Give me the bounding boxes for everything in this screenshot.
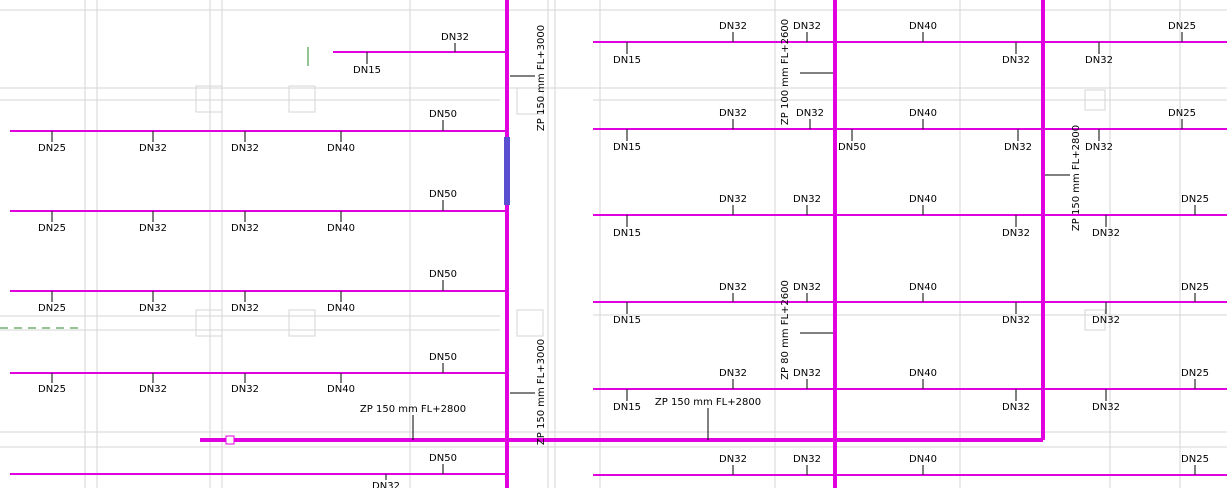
pipe-label: DN32 [1092,228,1120,239]
pipe-label: ZP 80 mm FL+2600 [780,280,791,380]
pipe-label: DN32 [139,384,167,395]
pipe-label: DN32 [793,282,821,293]
pipe-label: DN32 [1002,55,1030,66]
end-cap [225,435,235,445]
pipe-label: DN32 [793,21,821,32]
pipe-label: DN32 [719,21,747,32]
pipe-label: DN25 [1181,454,1209,465]
pipe-label: DN32 [139,223,167,234]
pipe-label: DN32 [1085,142,1113,153]
pipe-label: DN25 [38,143,66,154]
pipe-label: DN32 [1004,142,1032,153]
labels: DN32 DN15 DN50 DN25 DN32 DN32 DN40 DN50 DN25 DN32… [38,19,1209,488]
pipe-label: DN25 [1181,368,1209,379]
pipe-label: DN50 [429,453,457,464]
pipe-label: DN25 [1181,194,1209,205]
pipe-label: DN32 [231,223,259,234]
pipe-label: DN15 [353,65,381,76]
pipe-label: DN25 [1181,282,1209,293]
pipe-label: DN32 [1002,402,1030,413]
pipe-label: DN40 [909,282,937,293]
pipe-label: DN15 [613,315,641,326]
pipe-label: DN50 [429,352,457,363]
pipe-label: DN25 [38,303,66,314]
pipe-label: DN32 [793,368,821,379]
pipe-label: DN32 [719,108,747,119]
pipe-label: DN15 [613,228,641,239]
pipe-label: DN25 [38,223,66,234]
pipe-label: DN40 [909,454,937,465]
pipes [10,0,1227,488]
pipe-label: ZP 150 mm FL+2800 [360,404,466,415]
pipe-label: DN32 [1085,55,1113,66]
pipe-label: DN50 [429,109,457,120]
pipe-label: DN40 [327,143,355,154]
pipe-label: DN25 [1168,108,1196,119]
pipe-label: DN32 [231,143,259,154]
pipe-label: DN40 [909,108,937,119]
pipe-label: DN32 [1002,315,1030,326]
pipe-label: ZP 100 mm FL+2600 [780,19,791,125]
pipe-label: ZP 150 mm FL+3000 [536,25,547,131]
pipe-label: ZP 150 mm FL+2800 [1071,125,1082,231]
pipe-label: DN32 [1002,228,1030,239]
pipe-label: DN40 [327,223,355,234]
pipe-label: DN32 [719,368,747,379]
pipe-label: DN25 [38,384,66,395]
pipe-label: DN32 [231,303,259,314]
pipe-label: DN32 [231,384,259,395]
pipe-label: DN15 [613,402,641,413]
pipe-label: DN32 [1092,402,1120,413]
pipe-label: DN32 [719,194,747,205]
pipe-label: DN50 [429,189,457,200]
pipe-label: DN32 [793,454,821,465]
pipe-label: DN32 [139,303,167,314]
pipe-label: DN32 [441,32,469,43]
pipe-label: DN40 [909,368,937,379]
pipe-label: DN15 [613,55,641,66]
pipe-label: DN50 [838,142,866,153]
pipe-label: DN40 [327,303,355,314]
pipe-label: DN32 [796,108,824,119]
pipe-label: DN32 [139,143,167,154]
pipe-label: ZP 150 mm FL+2800 [655,397,761,408]
pipe-label: DN32 [372,481,400,488]
pipe-label: DN32 [1092,315,1120,326]
pipe-label: DN15 [613,142,641,153]
pipe-label: DN50 [429,269,457,280]
pipe-label: DN40 [909,194,937,205]
pipe-label: DN40 [909,21,937,32]
pipe-label: ZP 150 mm FL+3000 [536,339,547,445]
pipe-label: DN32 [793,194,821,205]
pipe-label: DN32 [719,282,747,293]
pipe-label: DN25 [1168,21,1196,32]
pipe-label: DN40 [327,384,355,395]
pipe-label: DN32 [719,454,747,465]
